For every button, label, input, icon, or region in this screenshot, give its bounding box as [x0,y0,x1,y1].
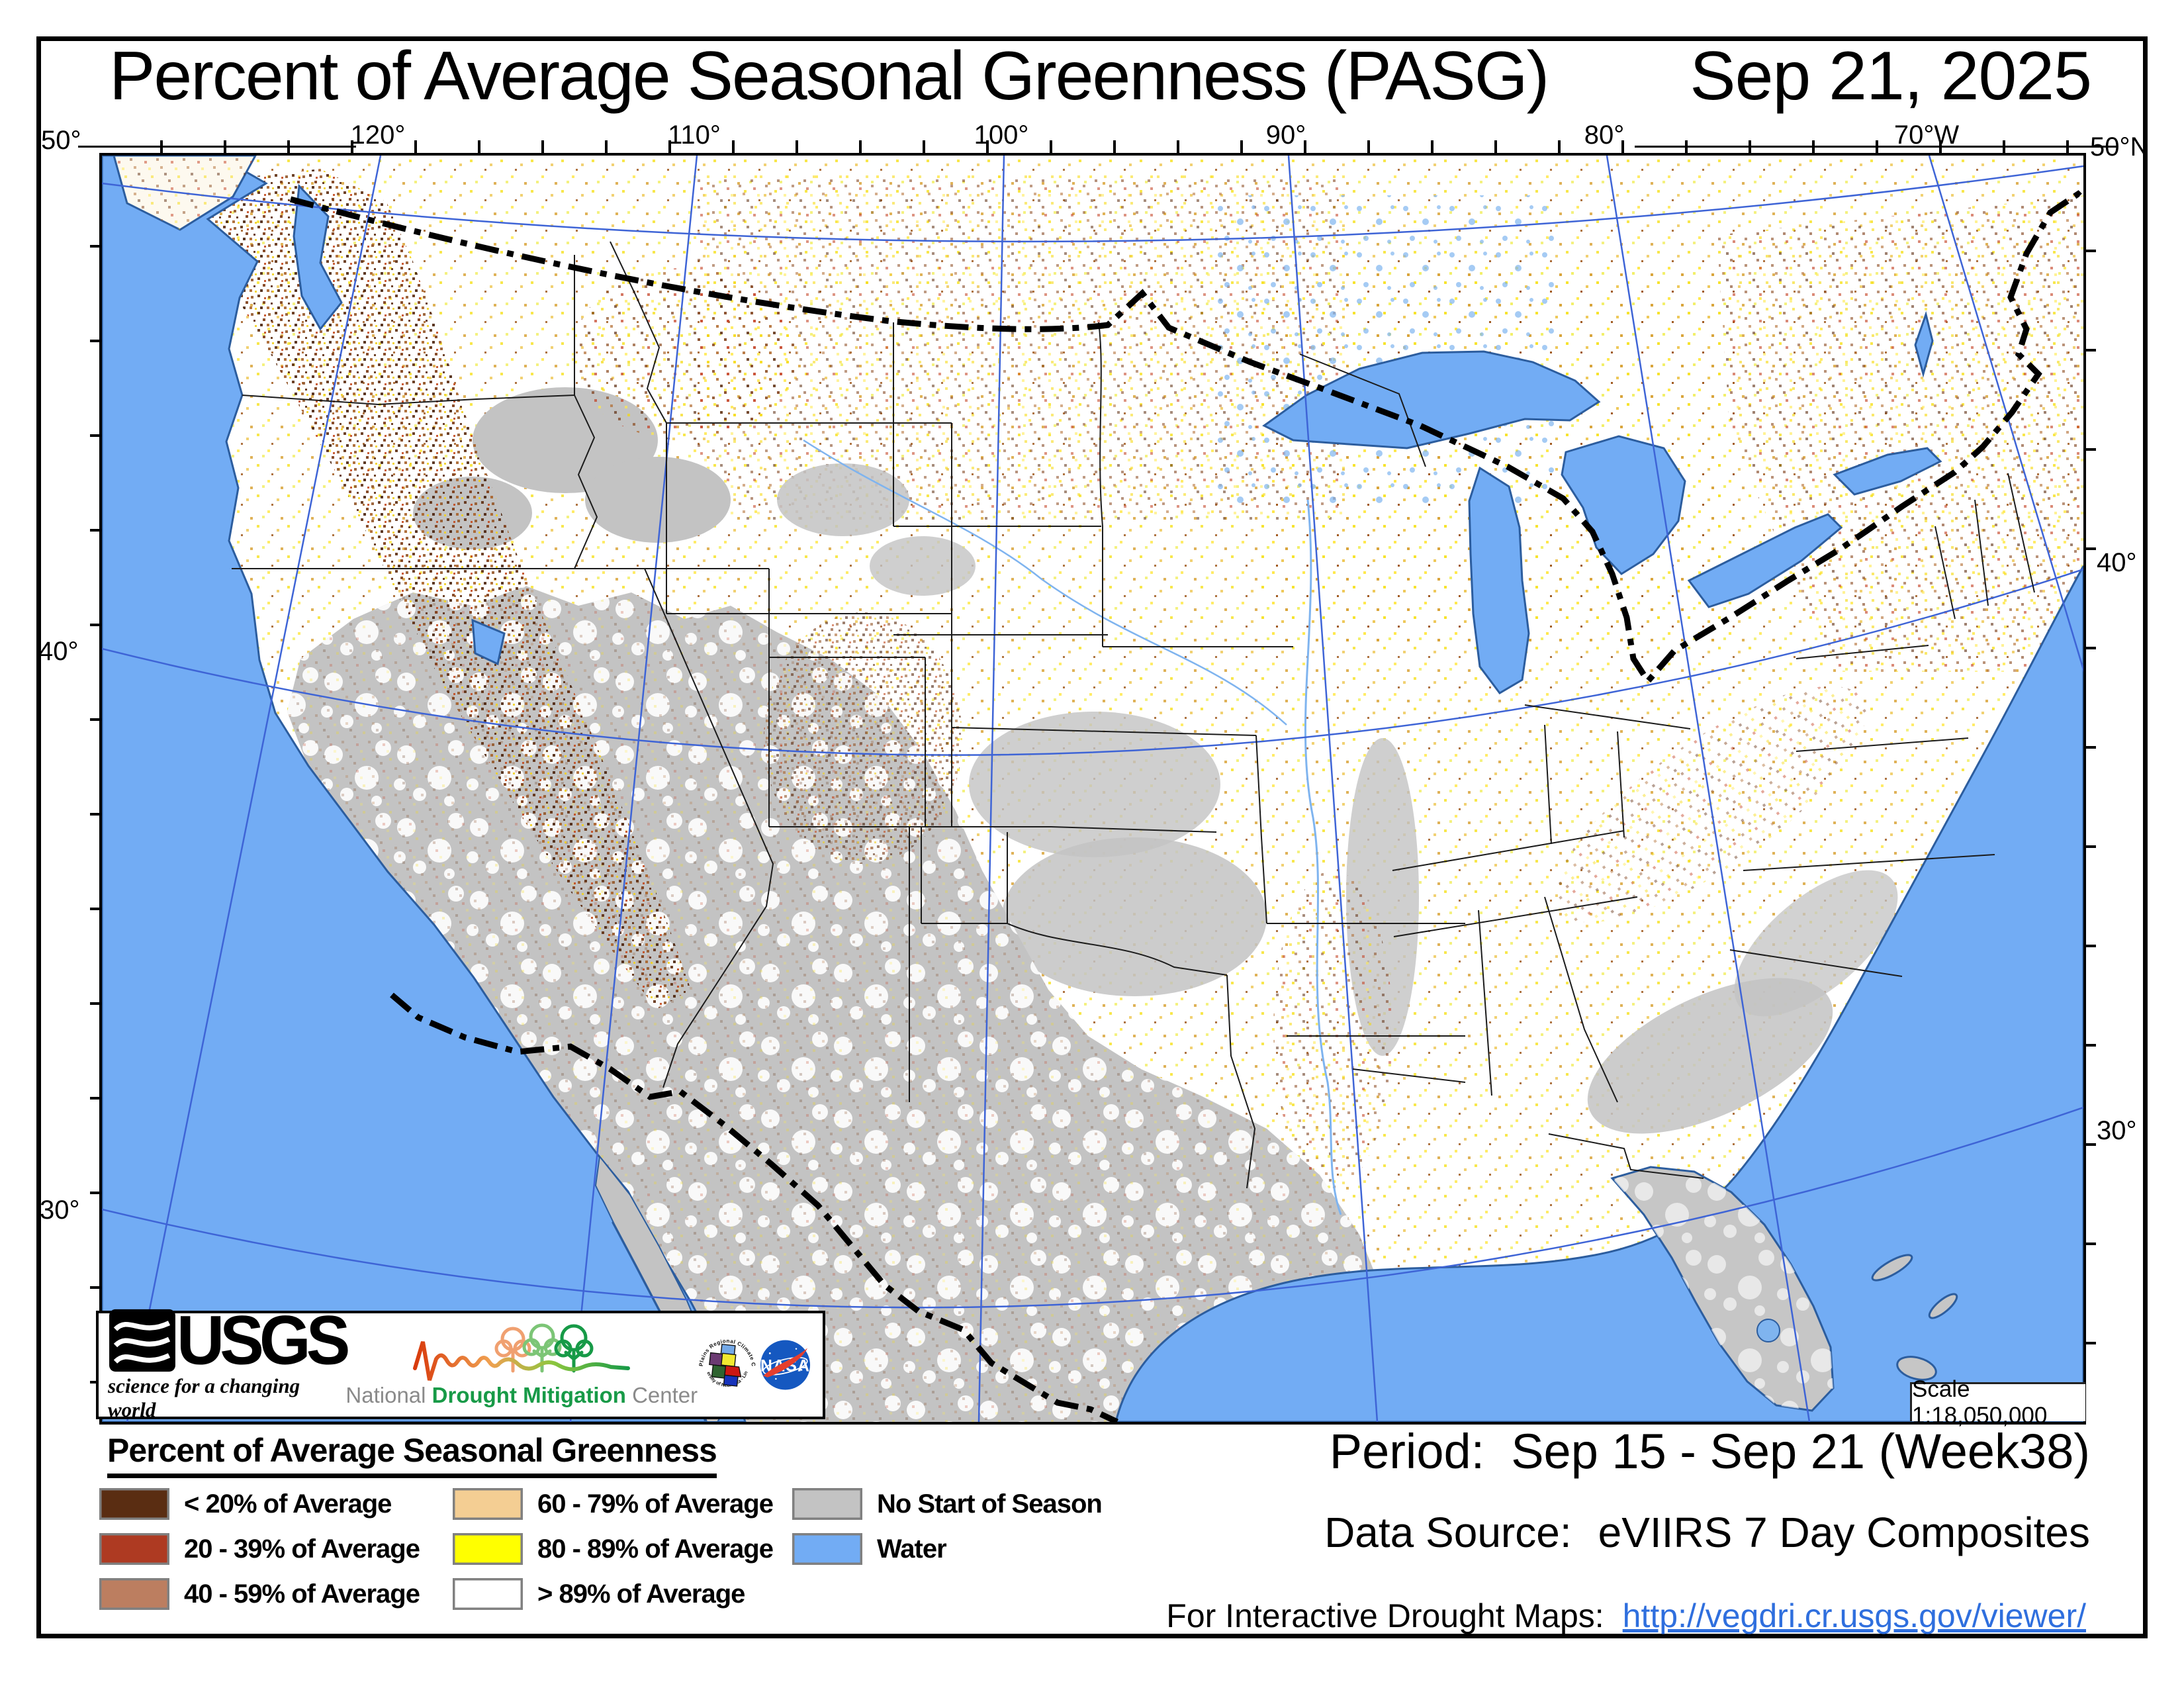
great-lakes [471,310,1942,694]
hprcc-logo: High Plains Regional Climate Center Univ… [698,1331,756,1388]
ndmc-caption: National Drought Mitigation Center [345,1383,698,1407]
lake-michigan [1468,466,1530,694]
usgs-wordmark: USGS [177,1301,350,1380]
left-axis-ticks [90,153,100,1419]
axis-label-30-right: 30° [2097,1116,2137,1145]
scale-text: Scale 1:18,050,000 [1912,1376,2048,1429]
usgs-logo: USGS science for a changing world [108,1301,350,1422]
axis-label-50-left: 50° [41,126,81,155]
lake-superior [1262,350,1601,449]
canada-border [289,190,2083,686]
lake-erie [1687,513,1843,608]
legend-item-gt89: > 89% of Average [453,1578,745,1610]
top-axis-ticks [99,140,2081,153]
axis-label-40-left: 40° [38,637,79,666]
legend-item-lt20: < 20% of Average [99,1488,392,1520]
nasa-swoosh [762,1348,807,1378]
speckle-east-texas [1273,870,1392,1188]
graticule [102,156,2083,1422]
data-source-line: Data Source: eVIIRS 7 Day Composites [1324,1509,2090,1556]
great-salt-lake [471,618,506,666]
logo-box: USGS science for a changing world [96,1301,825,1422]
rivers [803,439,1342,1215]
national-borders [289,190,2083,1422]
mexico-border [390,992,1118,1422]
outer-frame [36,36,2148,1638]
map-canvas [99,153,2086,1425]
map-date: Sep 21, 2025 [1690,38,2092,115]
speckle-west-coast [201,169,691,1009]
lake-okeechobee [1756,1319,1780,1342]
period-line: Period: Sep 15 - Sep 21 (Week38) [1329,1424,2090,1479]
legend-item-60-79: 60 - 79% of Average [453,1488,774,1520]
legend-item-no-start: No Start of Season [792,1488,1103,1520]
legend-item-80-89: 80 - 89% of Average [453,1533,774,1565]
legend-item-water: Water [792,1533,947,1565]
legend-item-20-39: 20 - 39% of Average [99,1533,420,1565]
lake-huron [1561,435,1686,575]
lake-champlain [1914,310,1934,378]
mississippi-river [1304,499,1342,1215]
speckle-colorado-rockies [764,612,962,864]
vegdri-link[interactable]: http://vegdri.cr.usgs.gov/viewer/ [1622,1597,2086,1634]
usgs-tagline: science for a changing world [108,1374,300,1421]
hprcc-nebraska-blocks [709,1343,742,1387]
right-axis-ticks [2086,153,2096,1419]
interactive-maps-line: For Interactive Drought Maps: http://vegd… [1166,1597,2086,1634]
pasg-map-image [102,156,2083,1422]
ndmc-logo: National Drought Mitigation Center [345,1322,698,1408]
usgs-wave-icon [109,1309,175,1372]
puget-sound [293,183,343,331]
minnesota-lakes-texture [1214,195,1558,513]
axis-label-30-left: 30° [40,1196,80,1225]
gulf-of-mexico-atlantic [1115,565,2083,1422]
speckle-northern-rockies [572,268,797,440]
page-title: Percent of Average Seasonal Greenness (P… [109,38,1549,115]
scale-box: Scale 1:18,050,000 [1910,1376,2085,1429]
ndmc-trees-icon [413,1323,631,1381]
lake-ontario [1833,447,1942,496]
missouri-river [803,439,1287,726]
axis-label-40-right: 40° [2097,548,2137,577]
legend-title: Percent of Average Seasonal Greenness [107,1431,717,1478]
state-boundaries [232,241,2035,1189]
legend-item-40-59: 40 - 59% of Average [99,1578,420,1610]
nasa-logo: NASA [760,1340,810,1390]
